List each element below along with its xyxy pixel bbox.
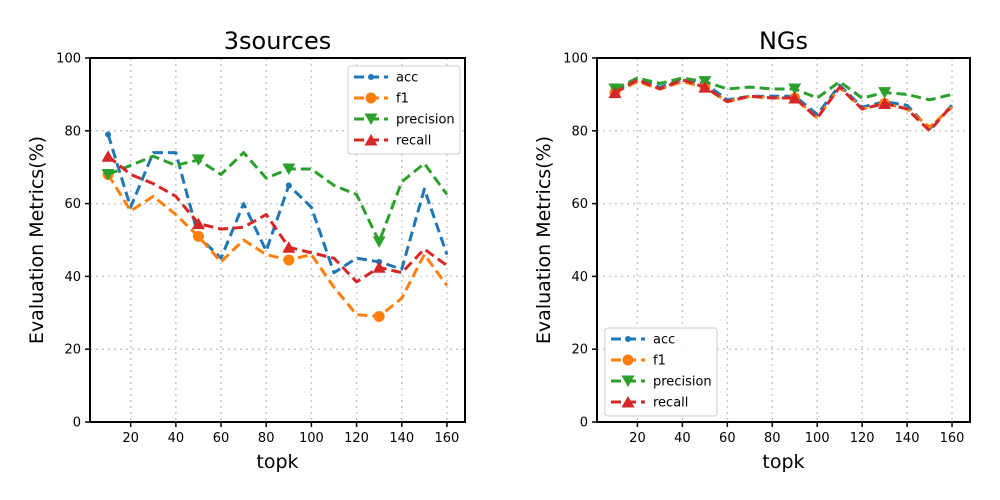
series-precision: [101, 151, 449, 248]
x-axis-label: topk: [256, 451, 298, 473]
legend-label-recall: recall: [396, 134, 431, 149]
legend-label-acc: acc: [396, 71, 418, 86]
x-tick-label: 80: [764, 431, 781, 446]
x-axis-label: topk: [762, 451, 804, 473]
y-axis-label: Evaluation Metrics(%): [26, 136, 48, 344]
x-tick-label: 20: [629, 431, 646, 446]
data-point-recall: [282, 241, 296, 253]
y-tick-label: 80: [571, 124, 588, 139]
x-tick-label: 60: [213, 431, 230, 446]
data-point-recall: [101, 150, 115, 162]
series-line-acc: [106, 133, 449, 275]
data-point-acc: [285, 182, 292, 189]
data-point-precision: [191, 154, 205, 166]
y-tick-label: 60: [64, 197, 81, 212]
data-point-f1: [283, 254, 295, 266]
x-tick-label: 80: [258, 431, 275, 446]
series-line-recall: [107, 155, 448, 284]
y-tick-label: 40: [571, 270, 588, 285]
x-tick-label: 100: [805, 431, 830, 446]
y-tick-label: 0: [580, 416, 588, 431]
legend-marker-recall: [364, 134, 378, 146]
data-point-recall: [191, 217, 205, 230]
series-line-f1: [106, 173, 449, 318]
series-line-recall: [614, 78, 954, 133]
x-tick-label: 140: [389, 431, 414, 446]
x-tick-label: 160: [435, 431, 460, 446]
legend-marker-f1: [365, 92, 377, 104]
y-tick-label: 20: [571, 343, 588, 358]
x-tick-label: 20: [122, 431, 139, 446]
legend-label-f1: f1: [396, 92, 409, 107]
y-tick-label: 60: [571, 197, 588, 212]
legend: acc f1 precision recall: [347, 65, 461, 155]
data-point-precision: [878, 87, 892, 99]
legend-box: [347, 65, 461, 155]
x-tick-label: 60: [719, 431, 736, 446]
data-point-recall: [698, 81, 712, 93]
chart-title: NGs: [759, 27, 808, 55]
legend-label-f1: f1: [653, 354, 666, 369]
data-point-precision: [788, 83, 802, 95]
x-tick-label: 100: [299, 431, 324, 446]
series-recall: [608, 78, 954, 133]
y-axis-label: Evaluation Metrics(%): [533, 136, 555, 344]
series-line-precision: [107, 151, 449, 244]
legend-label-precision: precision: [396, 113, 455, 128]
legend-marker-acc: [625, 336, 631, 342]
x-tick-label: 120: [850, 431, 875, 446]
y-tick-label: 80: [64, 124, 81, 139]
data-point-precision: [372, 236, 386, 248]
data-point-precision: [282, 163, 296, 176]
y-tick-label: 20: [64, 343, 81, 358]
chart-panel-1: 20 40 60 80 100 120 140 160 0 20 40 60 80 100 3sources…: [26, 27, 466, 473]
legend-label-acc: acc: [653, 333, 675, 348]
series-f1: [102, 168, 449, 322]
x-tick-label: 40: [674, 431, 691, 446]
x-tick-label: 40: [168, 431, 185, 446]
data-point-precision: [101, 168, 115, 181]
series-line-precision: [614, 76, 953, 102]
legend-label-recall: recall: [653, 396, 688, 411]
x-tick-label: 140: [895, 431, 920, 446]
y-tick-label: 40: [64, 270, 81, 285]
plot-frame: [89, 57, 466, 423]
plot-frame: [596, 57, 971, 423]
data-point-recall: [788, 92, 802, 104]
y-tick-label: 0: [73, 416, 81, 431]
legend-marker-acc: [368, 74, 374, 80]
legend-marker-f1: [622, 354, 634, 366]
legend-label-precision: precision: [653, 375, 712, 390]
legend-marker-precision: [364, 113, 378, 125]
legend-marker-recall: [621, 396, 635, 408]
chart-title: 3sources: [224, 27, 331, 55]
data-point-acc: [105, 131, 112, 138]
legend: acc f1 precision recall: [604, 327, 718, 417]
data-point-f1: [373, 310, 385, 322]
data-point-recall: [608, 86, 622, 99]
x-tick-label: 160: [940, 431, 965, 446]
x-tick-label: 120: [344, 431, 369, 446]
series-recall: [101, 150, 448, 284]
y-tick-label: 100: [563, 52, 588, 67]
legend-marker-precision: [621, 375, 635, 387]
legend-box: [604, 327, 718, 417]
data-point-f1: [192, 230, 204, 242]
data-point-recall: [372, 261, 386, 273]
y-tick-label: 100: [56, 52, 81, 67]
data-point-recall: [878, 97, 892, 109]
chart-panel-2: 20 40 60 80 100 120 140 160 0 20 40 60 80 100 NGs topk E…: [533, 27, 971, 473]
